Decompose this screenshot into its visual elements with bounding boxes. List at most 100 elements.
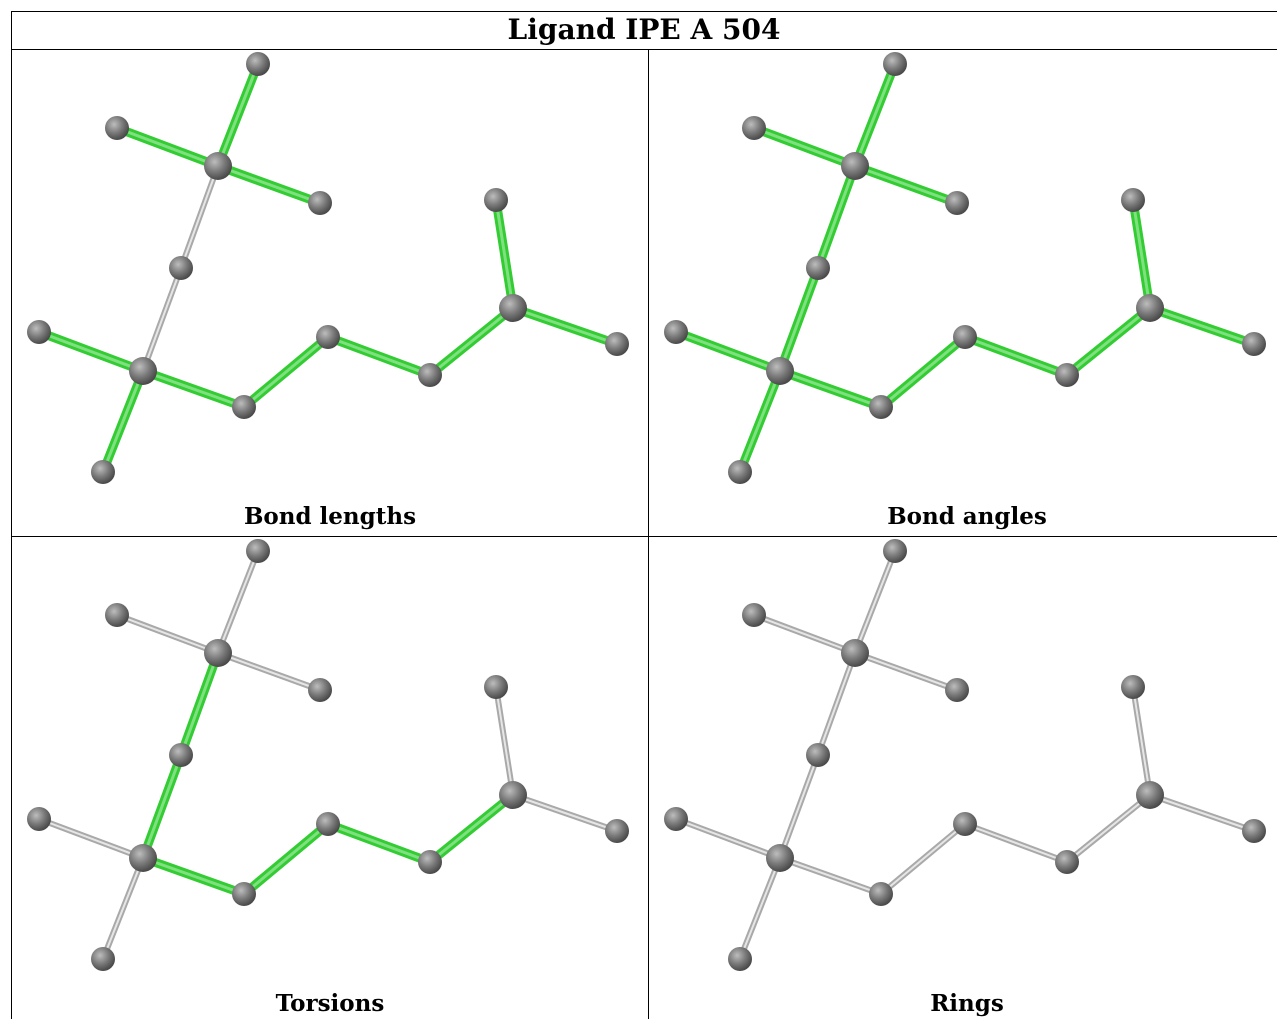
bond: [777, 855, 884, 897]
atom: [841, 152, 869, 180]
bond: [852, 650, 960, 693]
atom: [204, 639, 232, 667]
atom: [806, 743, 830, 767]
panel-bond-angles: Bond angles: [649, 50, 1277, 535]
bond-highlighted: [735, 366, 785, 477]
figure: Ligand IPE A 504 Bond lengths Bond angle…: [11, 11, 1277, 1019]
atom: [953, 325, 977, 349]
bond-highlighted: [239, 819, 333, 899]
bond-highlighted: [176, 648, 223, 760]
bond-highlighted: [138, 366, 249, 412]
atom: [308, 678, 332, 702]
atom: [232, 395, 256, 419]
atom: [316, 812, 340, 836]
table-grid: [11, 11, 1277, 1019]
bond: [114, 612, 221, 656]
bond-highlighted: [213, 161, 325, 208]
bond-highlighted: [425, 790, 518, 867]
panel-bond-lengths: Bond lengths: [12, 50, 648, 535]
molecule-view: [664, 539, 1266, 971]
atom: [1055, 850, 1079, 874]
atom: [869, 395, 893, 419]
atom: [664, 807, 688, 831]
atom: [418, 363, 442, 387]
atom: [105, 603, 129, 627]
atom: [1121, 675, 1145, 699]
bond-highlighted: [138, 853, 249, 899]
bond-highlighted: [213, 59, 263, 171]
atom: [129, 357, 157, 385]
atom: [246, 539, 270, 563]
atom: [742, 603, 766, 627]
atom: [27, 320, 51, 344]
bond-highlighted: [138, 750, 186, 863]
molecule-view: [664, 52, 1266, 484]
bond-highlighted: [960, 332, 1072, 380]
bond: [673, 816, 783, 861]
atom: [728, 460, 752, 484]
atom: [27, 807, 51, 831]
atom: [91, 460, 115, 484]
atom: [806, 256, 830, 280]
atom: [1242, 332, 1266, 356]
bond: [493, 684, 516, 798]
bond: [100, 855, 146, 962]
bond: [1064, 792, 1153, 865]
atom: [316, 325, 340, 349]
atom: [953, 812, 977, 836]
bond: [815, 650, 858, 758]
atom: [664, 320, 688, 344]
atom: [418, 850, 442, 874]
bond-highlighted: [813, 161, 860, 273]
atom: [1055, 363, 1079, 387]
molecule-view: [27, 539, 629, 971]
atom: [499, 781, 527, 809]
atom: [766, 357, 794, 385]
atom: [766, 844, 794, 872]
page-title: Ligand IPE A 504: [507, 13, 781, 46]
atom: [1121, 188, 1145, 212]
bond: [140, 265, 184, 374]
panel-rings: Rings: [649, 537, 1277, 1022]
atom: [883, 539, 907, 563]
bond-highlighted: [239, 332, 333, 412]
atom: [169, 256, 193, 280]
bond: [178, 163, 221, 271]
atom: [883, 52, 907, 76]
atom: [91, 947, 115, 971]
atom: [1242, 819, 1266, 843]
atom: [1136, 781, 1164, 809]
panel-caption: Bond lengths: [243, 503, 417, 530]
bond-highlighted: [34, 327, 148, 376]
atom: [869, 882, 893, 906]
bond-highlighted: [850, 161, 962, 208]
bond-highlighted: [323, 332, 435, 380]
atom: [945, 191, 969, 215]
bond-highlighted: [850, 59, 900, 171]
bond: [510, 792, 620, 834]
bond: [737, 855, 783, 962]
bond: [878, 821, 968, 897]
bond-highlighted: [323, 819, 435, 867]
bond: [1147, 792, 1257, 834]
bond: [777, 752, 821, 861]
panel-torsions: Torsions: [12, 537, 648, 1022]
bond-highlighted: [775, 366, 886, 412]
atom: [204, 152, 232, 180]
bond: [36, 816, 146, 861]
bond-highlighted: [876, 332, 970, 412]
bond-highlighted: [749, 123, 860, 171]
molecule-view: [27, 52, 629, 484]
panel-caption: Torsions: [275, 990, 385, 1017]
atom: [169, 743, 193, 767]
atom: [945, 678, 969, 702]
atom: [742, 116, 766, 140]
atom: [129, 844, 157, 872]
bond: [215, 548, 261, 656]
bond-highlighted: [671, 327, 785, 376]
atom: [605, 332, 629, 356]
bond-highlighted: [112, 123, 223, 171]
bond-highlighted: [425, 303, 518, 380]
atom: [484, 188, 508, 212]
atom: [605, 819, 629, 843]
